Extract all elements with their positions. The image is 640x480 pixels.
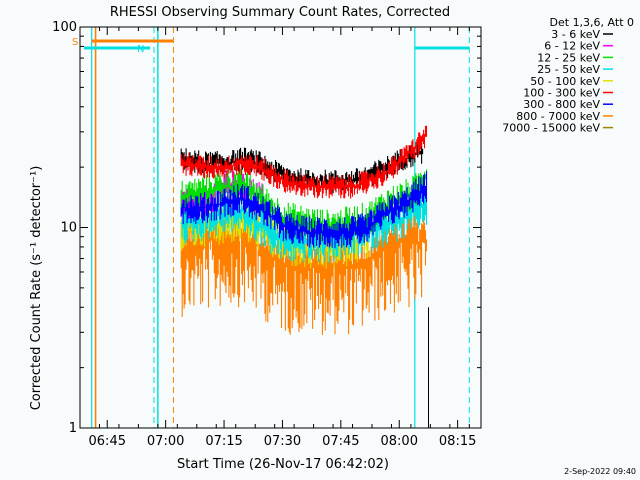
series-300-800-kev (180, 171, 428, 248)
x-tick-label: 07:00 (147, 434, 184, 449)
marker-label-s: S (72, 37, 78, 48)
y-axis-label: Corrected Count Rate (s⁻¹ detector⁻¹) (29, 166, 44, 411)
x-tick-label: 07:45 (322, 434, 359, 449)
axes: 1 10 100 06:45 07:00 07:15 07:30 07:45 08:00 08:1… (52, 20, 482, 449)
timestamp: 2-Sep-2022 09:40 (564, 467, 636, 476)
legend-title: Det 1,3,6, Att 0 (550, 16, 634, 29)
legend-entry-label: 12 - 25 keV (537, 51, 600, 64)
marker-label-n: N (137, 44, 144, 55)
legend-entry-label: 800 - 7000 keV (516, 110, 600, 123)
y-tick-label: 1 (69, 421, 77, 436)
legend-entry-label: 25 - 50 keV (537, 63, 600, 76)
x-tick-label: 08:15 (439, 434, 476, 449)
x-axis-label: Start Time (26-Nov-17 06:42:02) (177, 457, 389, 472)
chart-title: RHESSI Observing Summary Count Rates, Co… (110, 5, 450, 20)
x-tick-label: 07:15 (205, 434, 242, 449)
x-tick-label: 07:30 (264, 434, 301, 449)
legend-entry-label: 50 - 100 keV (530, 75, 600, 88)
legend-entry-label: 3 - 6 keV (551, 28, 600, 41)
series-100-300-kev (180, 125, 428, 199)
y-tick-label: 10 (60, 221, 77, 236)
legend-entry-label: 7000 - 15000 keV (502, 122, 600, 135)
x-tick-label: 06:45 (89, 434, 126, 449)
x-tick-label: 08:00 (381, 434, 418, 449)
legend-entry-label: 100 - 300 keV (523, 87, 600, 100)
legend-entry-label: 300 - 800 keV (523, 98, 600, 111)
legend-entry-label: 6 - 12 keV (544, 40, 600, 53)
y-tick-label: 100 (52, 20, 77, 35)
plot-area: SN (72, 27, 470, 428)
